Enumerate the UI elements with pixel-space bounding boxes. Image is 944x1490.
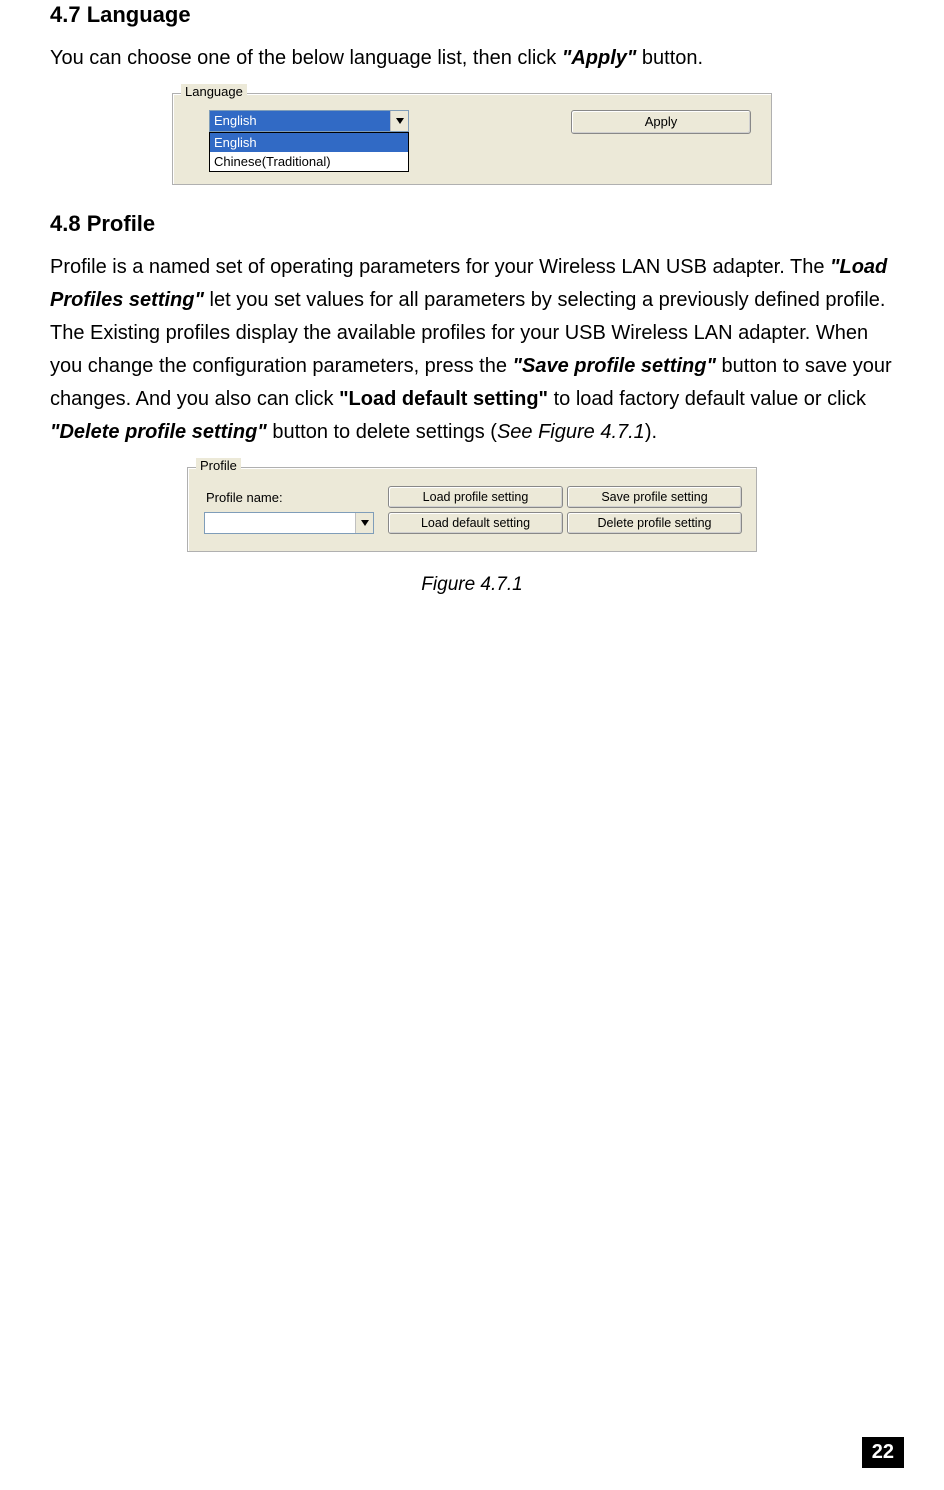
load-profile-button[interactable]: Load profile setting [388,486,563,508]
save-profile-button[interactable]: Save profile setting [567,486,742,508]
language-combo-list[interactable]: English Chinese(Traditional) [209,132,409,172]
section-47-intro: You can choose one of the below language… [50,42,894,75]
delete-profile-button[interactable]: Delete profile setting [567,512,742,534]
section-48-body: Profile is a named set of operating para… [50,251,894,449]
p48-5: button to delete settings ( [267,421,497,443]
profile-name-combo[interactable] [204,512,374,534]
chevron-down-icon [390,111,408,131]
language-combo-selected: English [210,111,390,131]
apply-button[interactable]: Apply [571,110,751,134]
p48-1: Profile is a named set of operating para… [50,256,830,278]
p48-b4: "Delete profile setting" [50,421,267,443]
p48-b3: "Load default setting" [339,388,548,410]
profile-fieldset: Profile Profile name: Load profile setti… [187,467,757,552]
intro-suffix: button. [636,47,703,69]
language-legend: Language [181,84,247,99]
language-combo[interactable]: English English Chinese(Traditional) [209,110,409,132]
p48-6: ). [645,421,657,443]
profile-name-label: Profile name: [204,490,384,505]
load-default-button[interactable]: Load default setting [388,512,563,534]
chevron-down-icon [355,513,373,533]
section-47-heading: 4.7 Language [50,0,894,28]
profile-combo-value [205,513,355,533]
profile-legend: Profile [196,458,241,473]
p48-b2: "Save profile setting" [513,355,716,377]
p48-4: to load factory default value or click [548,388,866,410]
language-option-chinese[interactable]: Chinese(Traditional) [210,152,408,171]
figure-caption: Figure 4.7.1 [50,574,894,596]
language-fieldset: Language English English Chinese(Traditi… [172,93,772,185]
section-48-heading: 4.8 Profile [50,209,894,237]
intro-apply-word: "Apply" [562,47,637,69]
language-option-english[interactable]: English [210,133,408,152]
intro-prefix: You can choose one of the below language… [50,47,562,69]
page-number: 22 [862,1437,904,1468]
p48-i: See Figure 4.7.1 [497,421,645,443]
